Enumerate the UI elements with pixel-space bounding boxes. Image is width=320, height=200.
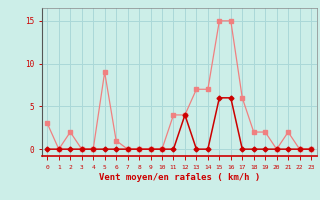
X-axis label: Vent moyen/en rafales ( km/h ): Vent moyen/en rafales ( km/h ) [99,173,260,182]
